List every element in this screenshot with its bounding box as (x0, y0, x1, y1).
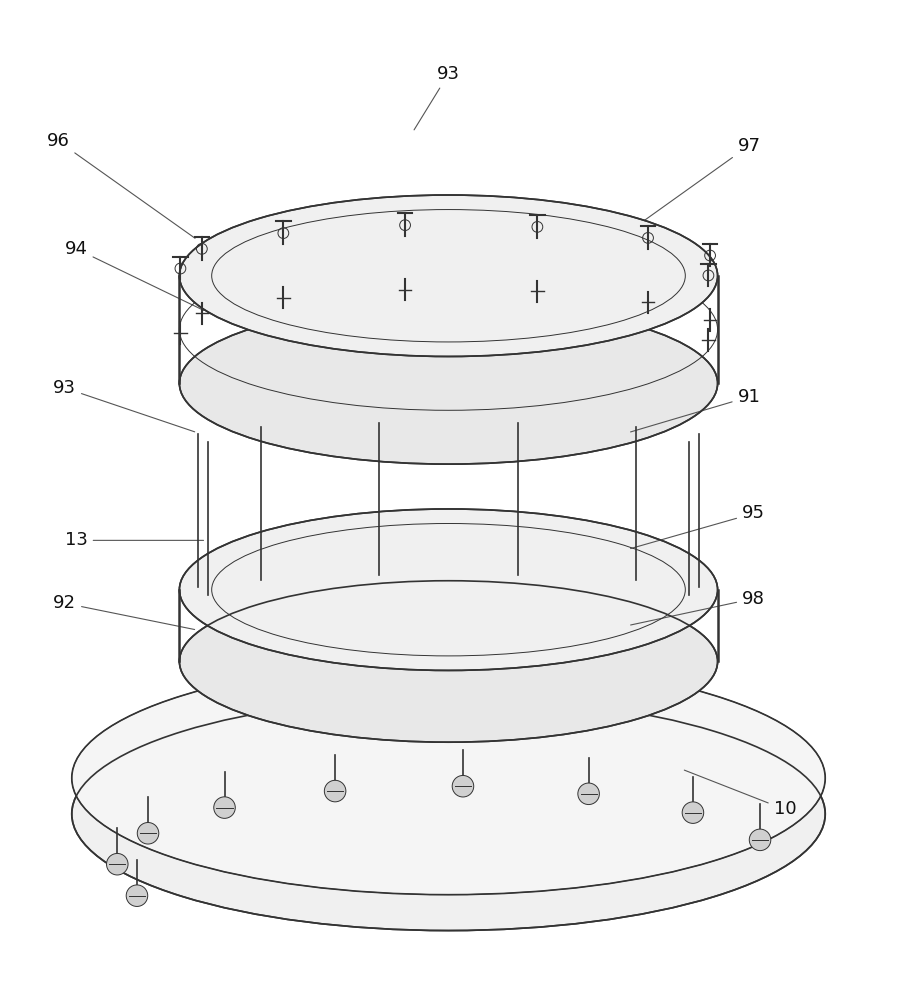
Text: 91: 91 (631, 388, 761, 432)
Circle shape (137, 823, 159, 844)
Circle shape (126, 885, 148, 906)
Text: 96: 96 (47, 132, 195, 238)
Text: 97: 97 (595, 137, 761, 256)
Circle shape (682, 802, 703, 823)
Circle shape (107, 853, 128, 875)
Text: 93: 93 (414, 65, 460, 130)
Text: 95: 95 (631, 504, 765, 549)
Ellipse shape (72, 661, 825, 895)
Text: 94: 94 (65, 240, 204, 310)
Ellipse shape (179, 581, 718, 742)
Ellipse shape (179, 303, 718, 464)
Circle shape (578, 783, 599, 805)
Text: 13: 13 (65, 531, 204, 549)
Text: 98: 98 (631, 590, 765, 625)
Circle shape (452, 775, 474, 797)
Text: 10: 10 (684, 770, 797, 818)
Text: 92: 92 (53, 594, 195, 630)
Ellipse shape (179, 509, 718, 670)
Circle shape (213, 797, 235, 818)
Text: 93: 93 (53, 379, 195, 432)
Ellipse shape (72, 697, 825, 931)
Circle shape (749, 829, 771, 851)
Circle shape (325, 780, 346, 802)
Ellipse shape (179, 195, 718, 356)
